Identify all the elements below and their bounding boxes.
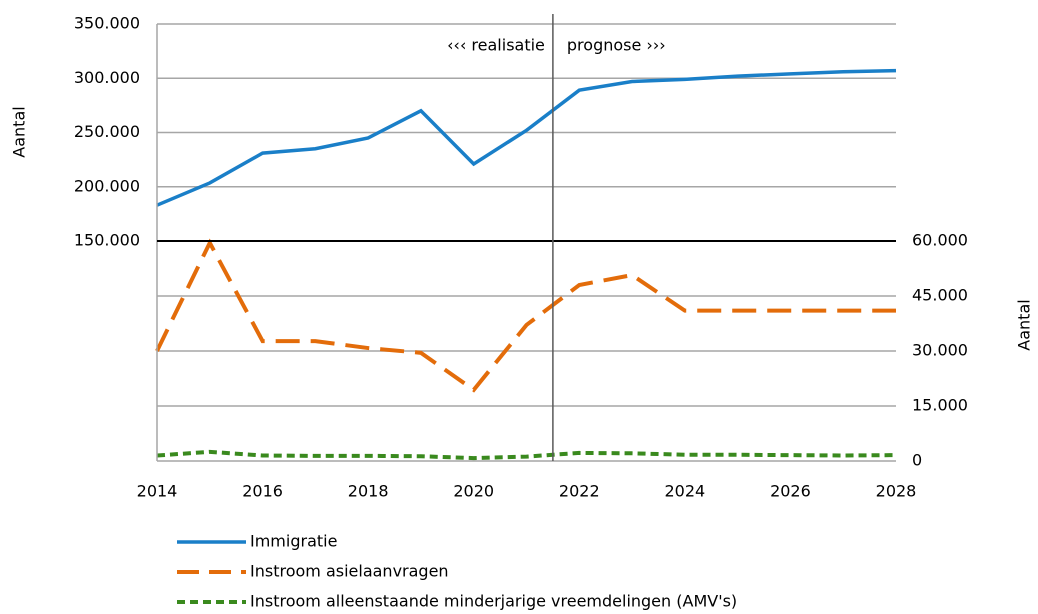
x-tick-label: 2016 [242, 482, 283, 501]
data-line [156, 68, 897, 207]
y-tick-label: 45.000 [912, 286, 968, 305]
y-tick-label: 350.000 [74, 14, 140, 33]
legend-label: Instroom asielaanvragen [250, 562, 449, 581]
y-tick-label: 60.000 [912, 231, 968, 250]
x-tick-label: 2014 [137, 482, 178, 501]
data-line [155, 238, 896, 393]
x-tick-label: 2022 [559, 482, 600, 501]
x-tick-label: 2020 [453, 482, 494, 501]
y-tick-label: 0 [912, 451, 922, 470]
x-tick-label: 2018 [348, 482, 389, 501]
y-tick-label: 30.000 [912, 341, 968, 360]
legend-label: Immigratie [250, 532, 337, 551]
y-tick-label: 15.000 [912, 396, 968, 415]
y-tick-label: 200.000 [74, 176, 140, 195]
y-tick-label: 300.000 [74, 68, 140, 87]
y-tick-label: 250.000 [74, 122, 140, 141]
annotation: ‹‹‹ realisatie [447, 36, 545, 55]
x-tick-label: 2028 [876, 482, 917, 501]
y2-axis-label: Aantal [1015, 299, 1034, 350]
data-line [156, 449, 897, 461]
x-tick-label: 2026 [770, 482, 811, 501]
y-tick-label: 150.000 [74, 231, 140, 250]
x-tick-label: 2024 [664, 482, 705, 501]
legend-label: Instroom alleenstaande minderjarige vree… [250, 592, 737, 611]
annotation: prognose ››› [567, 36, 666, 55]
y-axis-label: Aantal [10, 106, 29, 157]
